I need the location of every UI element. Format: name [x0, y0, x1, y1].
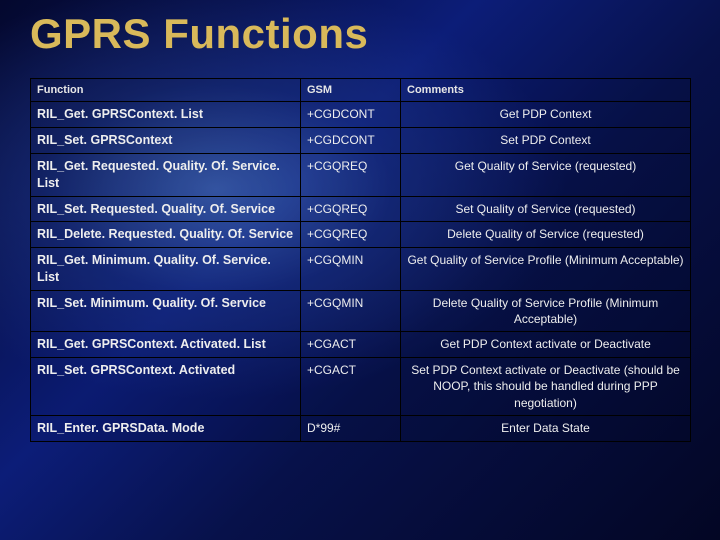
table-row: RIL_Set. Minimum. Quality. Of. Service+C… [31, 291, 691, 332]
gprs-table-container: Function GSM Comments RIL_Get. GPRSConte… [30, 78, 690, 442]
cell-function: RIL_Get. GPRSContext. Activated. List [31, 332, 301, 358]
cell-gsm: +CGQMIN [301, 291, 401, 332]
cell-gsm: +CGACT [301, 358, 401, 416]
cell-comments: Set Quality of Service (requested) [401, 196, 691, 222]
cell-gsm: +CGQREQ [301, 196, 401, 222]
col-header-comments: Comments [401, 79, 691, 102]
cell-gsm: +CGQREQ [301, 222, 401, 248]
cell-gsm: +CGQMIN [301, 248, 401, 291]
table-header-row: Function GSM Comments [31, 79, 691, 102]
cell-function: RIL_Delete. Requested. Quality. Of. Serv… [31, 222, 301, 248]
table-row: RIL_Get. GPRSContext. Activated. List+CG… [31, 332, 691, 358]
table-row: RIL_Set. Requested. Quality. Of. Service… [31, 196, 691, 222]
table-row: RIL_Get. Minimum. Quality. Of. Service. … [31, 248, 691, 291]
cell-function: RIL_Set. GPRSContext [31, 127, 301, 153]
cell-comments: Get Quality of Service Profile (Minimum … [401, 248, 691, 291]
gprs-functions-table: Function GSM Comments RIL_Get. GPRSConte… [30, 78, 691, 442]
table-row: RIL_Get. GPRSContext. List+CGDCONTGet PD… [31, 102, 691, 128]
cell-comments: Delete Quality of Service (requested) [401, 222, 691, 248]
cell-comments: Get PDP Context activate or Deactivate [401, 332, 691, 358]
slide: GPRS Functions Function GSM Comments RIL… [0, 0, 720, 540]
cell-comments: Enter Data State [401, 415, 691, 441]
table-row: RIL_Enter. GPRSData. ModeD*99#Enter Data… [31, 415, 691, 441]
cell-comments: Set PDP Context activate or Deactivate (… [401, 358, 691, 416]
cell-function: RIL_Get. Requested. Quality. Of. Service… [31, 153, 301, 196]
cell-gsm: +CGDCONT [301, 127, 401, 153]
cell-comments: Get Quality of Service (requested) [401, 153, 691, 196]
col-header-gsm: GSM [301, 79, 401, 102]
cell-comments: Set PDP Context [401, 127, 691, 153]
cell-function: RIL_Get. Minimum. Quality. Of. Service. … [31, 248, 301, 291]
cell-gsm: +CGDCONT [301, 102, 401, 128]
cell-comments: Delete Quality of Service Profile (Minim… [401, 291, 691, 332]
cell-function: RIL_Set. GPRSContext. Activated [31, 358, 301, 416]
table-row: RIL_Get. Requested. Quality. Of. Service… [31, 153, 691, 196]
cell-function: RIL_Enter. GPRSData. Mode [31, 415, 301, 441]
cell-function: RIL_Get. GPRSContext. List [31, 102, 301, 128]
cell-comments: Get PDP Context [401, 102, 691, 128]
cell-gsm: D*99# [301, 415, 401, 441]
cell-gsm: +CGACT [301, 332, 401, 358]
col-header-function: Function [31, 79, 301, 102]
cell-function: RIL_Set. Requested. Quality. Of. Service [31, 196, 301, 222]
table-row: RIL_Set. GPRSContext+CGDCONTSet PDP Cont… [31, 127, 691, 153]
table-row: RIL_Delete. Requested. Quality. Of. Serv… [31, 222, 691, 248]
cell-function: RIL_Set. Minimum. Quality. Of. Service [31, 291, 301, 332]
table-row: RIL_Set. GPRSContext. Activated+CGACTSet… [31, 358, 691, 416]
slide-title: GPRS Functions [30, 10, 368, 58]
cell-gsm: +CGQREQ [301, 153, 401, 196]
